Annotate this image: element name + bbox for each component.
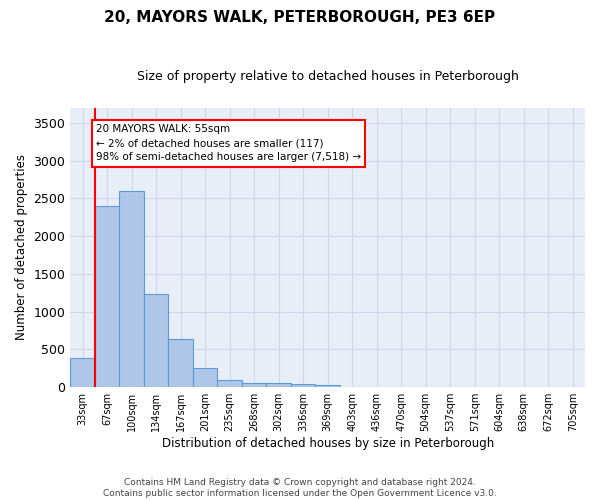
Bar xyxy=(217,380,242,387)
Bar xyxy=(144,294,169,387)
Bar xyxy=(119,191,144,387)
Title: Size of property relative to detached houses in Peterborough: Size of property relative to detached ho… xyxy=(137,70,518,83)
Bar xyxy=(266,382,291,387)
Bar xyxy=(316,385,340,387)
Bar xyxy=(70,358,95,387)
Y-axis label: Number of detached properties: Number of detached properties xyxy=(15,154,28,340)
Text: Contains HM Land Registry data © Crown copyright and database right 2024.
Contai: Contains HM Land Registry data © Crown c… xyxy=(103,478,497,498)
Bar xyxy=(291,384,316,387)
Bar xyxy=(193,368,217,387)
X-axis label: Distribution of detached houses by size in Peterborough: Distribution of detached houses by size … xyxy=(161,437,494,450)
Text: 20 MAYORS WALK: 55sqm
← 2% of detached houses are smaller (117)
98% of semi-deta: 20 MAYORS WALK: 55sqm ← 2% of detached h… xyxy=(96,124,361,162)
Bar xyxy=(169,339,193,387)
Text: 20, MAYORS WALK, PETERBOROUGH, PE3 6EP: 20, MAYORS WALK, PETERBOROUGH, PE3 6EP xyxy=(104,10,496,25)
Bar xyxy=(95,206,119,387)
Bar xyxy=(242,382,266,387)
